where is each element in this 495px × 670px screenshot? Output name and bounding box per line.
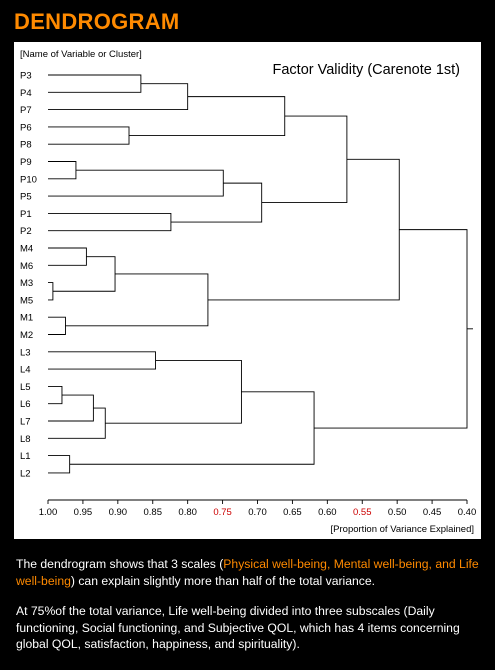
x-tick-label: 0.60 xyxy=(318,507,337,518)
x-tick-label: 0.40 xyxy=(458,507,477,518)
merge-r xyxy=(48,394,94,422)
leaf-label-p7: P7 xyxy=(20,105,32,116)
leaf-label-l4: L4 xyxy=(20,365,31,376)
x-tick-label: 0.55 xyxy=(353,507,372,518)
leaf-label-m1: M1 xyxy=(20,313,33,324)
merge-i xyxy=(261,115,348,204)
x-tick-label: 0.45 xyxy=(423,507,442,518)
leaf-label-m3: M3 xyxy=(20,278,33,289)
leaf-label-p1: P1 xyxy=(20,209,32,220)
leaf-label-m5: M5 xyxy=(20,295,33,306)
x-tick-label: 0.90 xyxy=(109,507,128,518)
caption: The dendrogram shows that 3 scales (Phys… xyxy=(16,556,482,667)
merge-v xyxy=(69,391,315,465)
x-axis: 1.00 0.95 0.90 0.85 0.80 0.75 0.70 0.65 0.60 0.55… xyxy=(39,499,477,518)
dendrogram-chart: [Name of Variable or Cluster] Factor Val… xyxy=(20,49,477,535)
merge-k xyxy=(48,282,54,301)
x-tick-label: 0.50 xyxy=(388,507,407,518)
leaf-label-l6: L6 xyxy=(20,399,31,410)
merge-h xyxy=(170,182,263,223)
caption-paragraph-2: At 75%of the total variance, Life well-b… xyxy=(16,604,460,651)
leaf-label-m6: M6 xyxy=(20,261,33,272)
merge-j xyxy=(48,247,87,266)
leaf-label-l3: L3 xyxy=(20,347,31,358)
leaf-label-p3: P3 xyxy=(20,71,32,82)
leaf-labels: P3 P4 P7 P6 P8 P9 P10 P5 P1 P2 M4 M6 M3 M5 M1 M2 L3 L4 L5 L… xyxy=(20,71,37,480)
x-tick-label: 0.65 xyxy=(283,507,302,518)
x-tick-label: 0.80 xyxy=(178,507,197,518)
y-axis-label: [Name of Variable or Cluster] xyxy=(20,49,142,60)
x-tick-label: 1.00 xyxy=(39,507,58,518)
leaf-label-p5: P5 xyxy=(20,192,32,203)
leaf-label-p4: P4 xyxy=(20,88,32,99)
leaf-label-l8: L8 xyxy=(20,434,31,445)
leaf-label-m2: M2 xyxy=(20,330,33,341)
x-axis-label: [Proportion of Variance Explained] xyxy=(331,524,474,535)
x-tick-label: 0.75 xyxy=(213,507,232,518)
merge-c xyxy=(48,126,130,145)
merge-w xyxy=(314,229,468,429)
leaf-label-p8: P8 xyxy=(20,140,32,151)
merge-u xyxy=(48,455,71,474)
leaf-label-p6: P6 xyxy=(20,122,32,133)
leaf-label-l2: L2 xyxy=(20,468,31,479)
x-tick-label: 0.95 xyxy=(74,507,93,518)
merge-a xyxy=(48,74,142,93)
merge-q xyxy=(48,385,63,405)
merge-g xyxy=(48,212,172,232)
leaf-label-m4: M4 xyxy=(20,244,33,255)
leaf-label-l5: L5 xyxy=(20,382,31,393)
merge-b xyxy=(48,83,189,111)
caption-highlight: Physical well-being, Mental well-being, … xyxy=(16,557,479,588)
merge-m xyxy=(48,316,66,335)
x-tick-label: 0.70 xyxy=(248,507,267,518)
dendrogram-links xyxy=(48,74,473,474)
leaf-label-l1: L1 xyxy=(20,451,31,462)
merge-s xyxy=(48,407,106,439)
merge-t xyxy=(105,360,242,424)
dendrogram-panel: [Name of Variable or Cluster] Factor Val… xyxy=(14,42,481,539)
caption-paragraph-1: The dendrogram shows that 3 scales (Phys… xyxy=(16,556,482,589)
caption-text: The dendrogram shows that 3 scales ( xyxy=(16,557,224,571)
merge-l xyxy=(52,256,116,292)
merge-d xyxy=(129,96,286,136)
page-heading: DENDROGRAM xyxy=(14,9,180,34)
caption-text: ) can explain slightly more than half of… xyxy=(70,573,376,588)
leaf-label-p2: P2 xyxy=(20,226,32,237)
merge-e xyxy=(48,161,77,180)
merge-o xyxy=(207,158,400,301)
x-tick-label: 0.85 xyxy=(144,507,163,518)
chart-title: Factor Validity (Carenote 1st) xyxy=(273,62,461,78)
leaf-label-p10: P10 xyxy=(20,174,37,185)
merge-n xyxy=(65,273,209,327)
merge-p xyxy=(48,351,156,370)
leaf-label-p9: P9 xyxy=(20,157,32,168)
leaf-label-l7: L7 xyxy=(20,417,31,428)
merge-f xyxy=(48,169,224,197)
